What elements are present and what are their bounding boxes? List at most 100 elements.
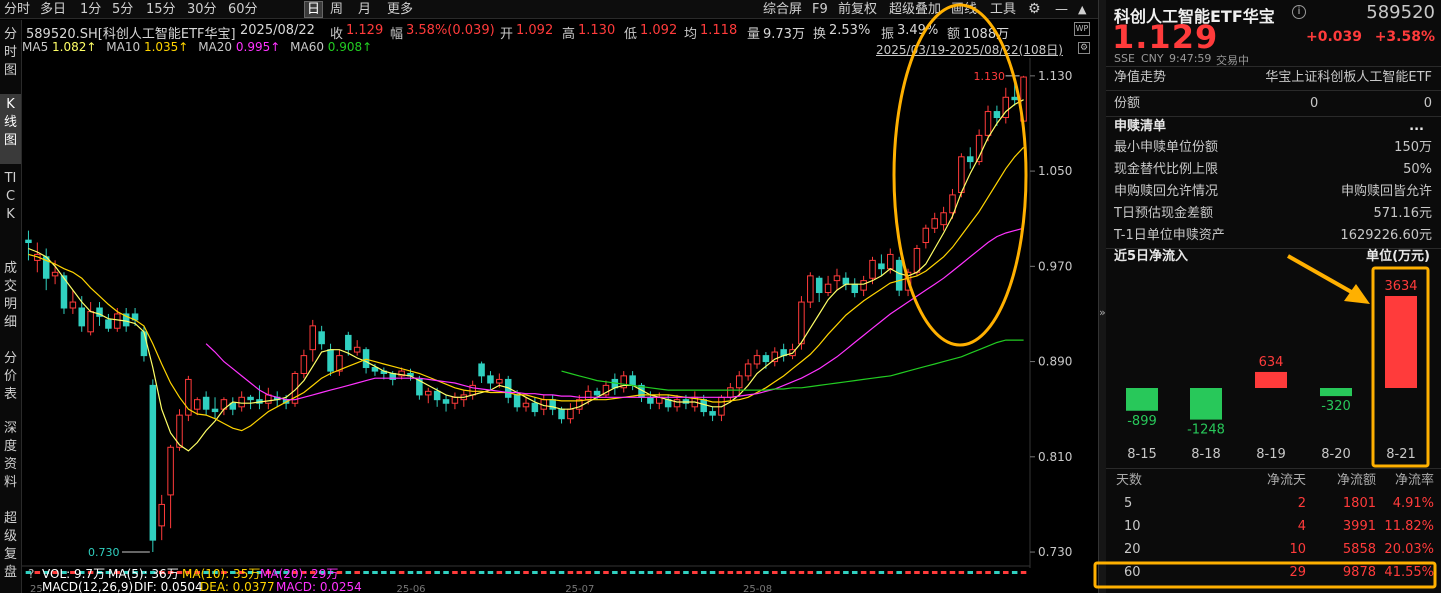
volume-bar (594, 571, 600, 574)
subscription-row: T-1日单位申赎资产 1629226.60元 (1114, 225, 1432, 247)
sidebar-tab-6[interactable]: 超级复盘 (4, 511, 18, 580)
candle-body (895, 259, 903, 291)
toolbar-tab-month[interactable]: 月 (358, 2, 372, 17)
volume-bar (158, 571, 165, 574)
volume-bar (683, 571, 689, 574)
subscription-value: 50% (1403, 162, 1432, 177)
candle-body (620, 375, 627, 389)
subscription-header: 申赎清单 ... (1114, 116, 1432, 138)
toolbar-overlay[interactable]: 超级叠加 (889, 2, 942, 17)
candle-body (522, 402, 530, 408)
volume-bar (167, 571, 174, 574)
settings-gear-icon[interactable]: ⚙ (1028, 1, 1041, 17)
candle-body (673, 399, 681, 408)
nav-row[interactable]: 净值走势 华宝上证科创板人工智能ETF (1114, 67, 1432, 89)
panel-divider[interactable]: » (1098, 0, 1106, 593)
candle-body (327, 349, 334, 372)
candle-body (887, 253, 894, 270)
ma-line-ma10 (28, 146, 1025, 432)
candle-body (371, 367, 379, 372)
flow-date-label: 8-18 (1191, 447, 1221, 462)
x-tick-label: 25-06 (396, 584, 425, 593)
volume-bar (292, 571, 298, 574)
toolbar-tab-day[interactable]: 日 (304, 1, 324, 18)
toolbar-f9[interactable]: F9 (812, 2, 828, 17)
toolbar-tab-more[interactable]: 更多 (387, 2, 414, 17)
volume-bar (372, 571, 378, 574)
close-value: 1.129 (346, 23, 384, 38)
volume-bar (52, 571, 58, 574)
shares-label: 份额 (1114, 96, 1141, 111)
toolbar-combo-screen[interactable]: 综合屏 (763, 2, 803, 17)
volume-bar (949, 571, 956, 574)
ma-legend-bar: MA5 1.082↑ MA10 1.035↑ MA20 0.995↑ MA60 … (22, 40, 372, 54)
volume-bar (709, 571, 716, 574)
volume-bar (310, 571, 316, 574)
flow-date-label: 8-20 (1321, 447, 1351, 462)
toolbar-tab-timeshare[interactable]: 分时 (4, 2, 31, 17)
divider-line (1106, 66, 1441, 67)
expand-chevron-icon[interactable]: » (1099, 306, 1106, 319)
toolbar-tools[interactable]: 工具 (990, 2, 1017, 17)
sidebar-tab-4[interactable]: 分价表 (4, 351, 18, 402)
volume-bar (718, 571, 725, 574)
flow-table-cell: 20 (1124, 542, 1141, 557)
toolbar-tab-week[interactable]: 周 (330, 2, 344, 17)
candle-body (158, 503, 165, 527)
wp-icon[interactable]: WP (1074, 22, 1090, 36)
sidebar-tab-2[interactable]: TICK (4, 171, 17, 222)
toolbar-tab-multiday[interactable]: 多日 (40, 2, 67, 17)
divider-line (1106, 468, 1441, 469)
sidebar-tab-1[interactable]: K线图 (0, 94, 21, 164)
chart-settings-icon[interactable]: ⚙ (1078, 42, 1090, 54)
info-icon[interactable]: i (1292, 5, 1306, 19)
volume-bar (354, 571, 360, 574)
candle-body (114, 313, 121, 329)
ma20-value: 0.995↑ (235, 40, 281, 54)
vol-value: 9.73万 (763, 27, 805, 42)
sidebar-tab-5[interactable]: 深度资料 (4, 421, 18, 490)
candle-body (833, 275, 841, 282)
volume-bar (843, 571, 849, 574)
candle-body (931, 218, 938, 229)
candle-body (51, 271, 59, 277)
volume-bar (798, 571, 805, 574)
volume-bar (212, 571, 218, 574)
kline-chart[interactable]: 1.130 1.050 0.970 0.890 0.810 0.730 1.130 0.730… (22, 58, 1098, 593)
candle-body (567, 408, 574, 420)
volume-bar (123, 571, 129, 574)
volume-bar (1020, 571, 1027, 574)
volume-bar (265, 571, 272, 574)
candle-body (496, 378, 503, 384)
more-button[interactable]: ... (1409, 119, 1424, 134)
candle-body (60, 275, 68, 309)
volume-bar (985, 571, 991, 574)
volume-bar (230, 571, 236, 574)
amount-value: 1088万 (963, 27, 1010, 42)
candle-body (202, 396, 210, 410)
flow-table-cell: 2 (1297, 496, 1306, 511)
volume-bar (34, 571, 41, 574)
volume-bar (851, 571, 858, 574)
flow-table-cell: 4.91% (1392, 496, 1434, 511)
sidebar-tab-3[interactable]: 成交明细 (4, 261, 18, 330)
toolbar-tab-30min[interactable]: 30分 (187, 2, 217, 17)
candle-body (25, 239, 32, 244)
fund-title: 科创人工智能ETF华宝 (1114, 7, 1275, 26)
sidebar-tab-0[interactable]: 分时图 (4, 27, 18, 78)
candle-body (229, 402, 237, 410)
divider-line (1106, 116, 1441, 117)
toolbar-tab-1min[interactable]: 1分 (80, 2, 102, 17)
vol-ma20-label: MA(20): 29万 (260, 567, 338, 581)
toolbar-tab-5min[interactable]: 5分 (112, 2, 134, 17)
candle-body (629, 375, 636, 386)
date-range[interactable]: 2025/03/19-2025/08/22(108日) (876, 43, 1063, 57)
toolbar-adjust[interactable]: 前复权 (838, 2, 878, 17)
toolbar-tab-60min[interactable]: 60分 (228, 2, 258, 17)
candle-body (913, 247, 921, 273)
toolbar-draw[interactable]: 画线 (951, 2, 978, 17)
minimize-icon[interactable]: — (1055, 2, 1068, 17)
flow-table-header-cell: 净流天 (1266, 473, 1306, 488)
collapse-up-icon[interactable]: ▲ (1078, 3, 1087, 16)
toolbar-tab-15min[interactable]: 15分 (146, 2, 176, 17)
